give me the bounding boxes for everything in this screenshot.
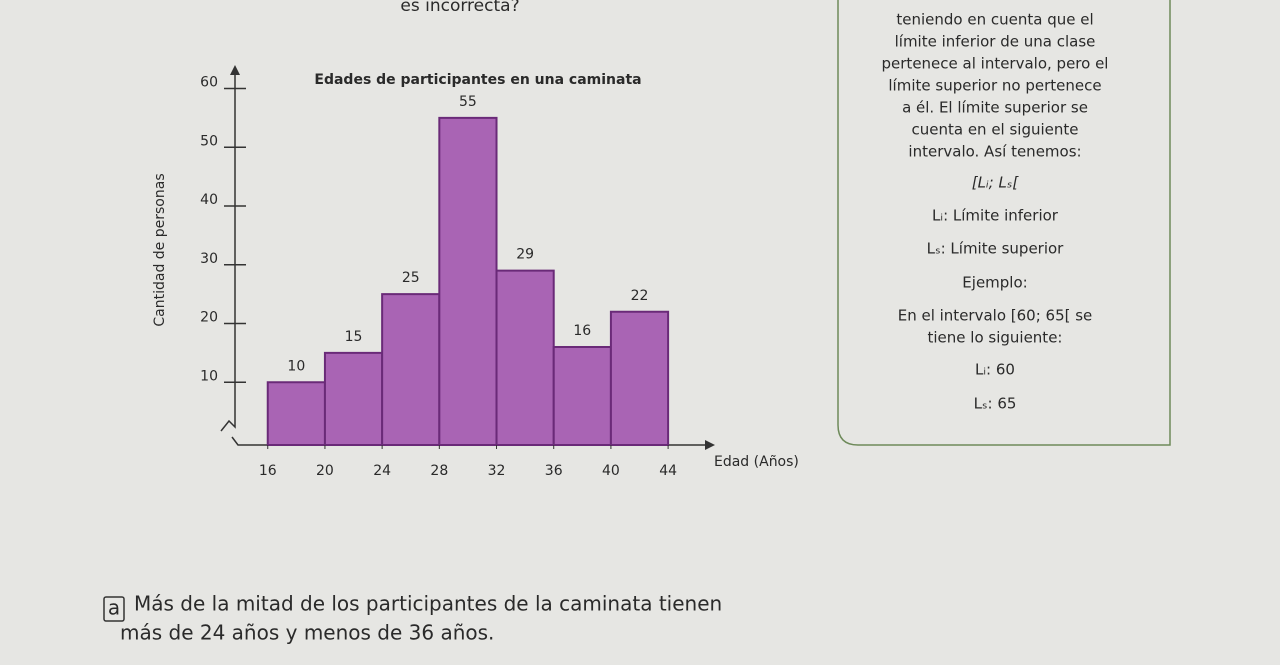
x-tick-label: 44 <box>659 463 677 479</box>
sidebar-line: límite superior no pertenece <box>888 77 1101 95</box>
bar <box>495 269 555 446</box>
sidebar: teniendo en cuenta que el límite inferior… <box>882 11 1109 413</box>
sidebar-box <box>837 0 1171 446</box>
y-axis-label: Cantidad de personas <box>152 173 168 326</box>
notation: [Lᵢ; Lₛ[ <box>972 174 1020 192</box>
sidebar-line: teniendo en cuenta que el <box>896 11 1093 29</box>
bar <box>438 116 498 446</box>
x-tick-label: 32 <box>488 463 506 479</box>
value-label: 22 <box>631 288 649 304</box>
example-value: Lₛ: 65 <box>974 395 1017 413</box>
y-tick-label: 40 <box>200 192 218 208</box>
bar <box>609 310 670 446</box>
sidebar-line: límite inferior de una clase <box>895 33 1096 51</box>
x-tick-label: 16 <box>259 463 277 479</box>
sidebar-line: a él. El límite superior se <box>902 99 1088 117</box>
value-label: 29 <box>516 247 534 263</box>
value-label: 55 <box>459 94 477 110</box>
definition: Lₛ: Límite superior <box>927 240 1065 258</box>
y-tick-label: 30 <box>200 251 218 267</box>
question-line: más de 24 años y menos de 36 años. <box>120 621 494 645</box>
example-title: Ejemplo: <box>962 274 1027 292</box>
bar <box>552 346 612 446</box>
example-line: En el intervalo [60; 65[ se <box>898 307 1093 325</box>
value-label: 16 <box>573 323 591 339</box>
y-tick-label: 10 <box>200 368 218 384</box>
x-tick-label: 20 <box>316 463 334 479</box>
x-arrow <box>705 440 715 450</box>
y-tick-label: 50 <box>200 133 218 149</box>
definition: Lᵢ: Límite inferior <box>932 207 1059 225</box>
x-axis-label: Edad (Años) <box>714 454 799 470</box>
cut-heading: es incorrecta? <box>400 0 519 16</box>
question-letter-box <box>103 596 125 622</box>
value-label: 15 <box>345 329 363 345</box>
chart-title: Edades de participantes en una caminata <box>314 72 641 88</box>
sidebar-line: intervalo. Así tenemos: <box>908 143 1081 161</box>
example-line: tiene lo siguiente: <box>928 329 1063 347</box>
sidebar-line: cuenta en el siguiente <box>911 121 1078 139</box>
value-label: 25 <box>402 270 420 286</box>
sidebar-line: pertenece al intervalo, pero el <box>882 55 1109 73</box>
bar <box>323 351 384 446</box>
bar <box>381 293 441 446</box>
question-line: Más de la mitad de los participantes de … <box>134 592 722 616</box>
y-axis <box>220 70 236 432</box>
y-tick-label: 20 <box>200 310 218 326</box>
x-tick-label: 40 <box>602 463 620 479</box>
bar <box>266 381 326 446</box>
y-arrow <box>230 65 240 75</box>
x-tick-label: 28 <box>430 463 448 479</box>
example-value: Lᵢ: 60 <box>975 361 1015 379</box>
x-tick-label: 24 <box>373 463 391 479</box>
value-label: 10 <box>287 358 305 374</box>
x-tick-label: 36 <box>545 463 563 479</box>
y-tick-label: 60 <box>200 75 218 91</box>
question-letter: a <box>108 596 120 620</box>
